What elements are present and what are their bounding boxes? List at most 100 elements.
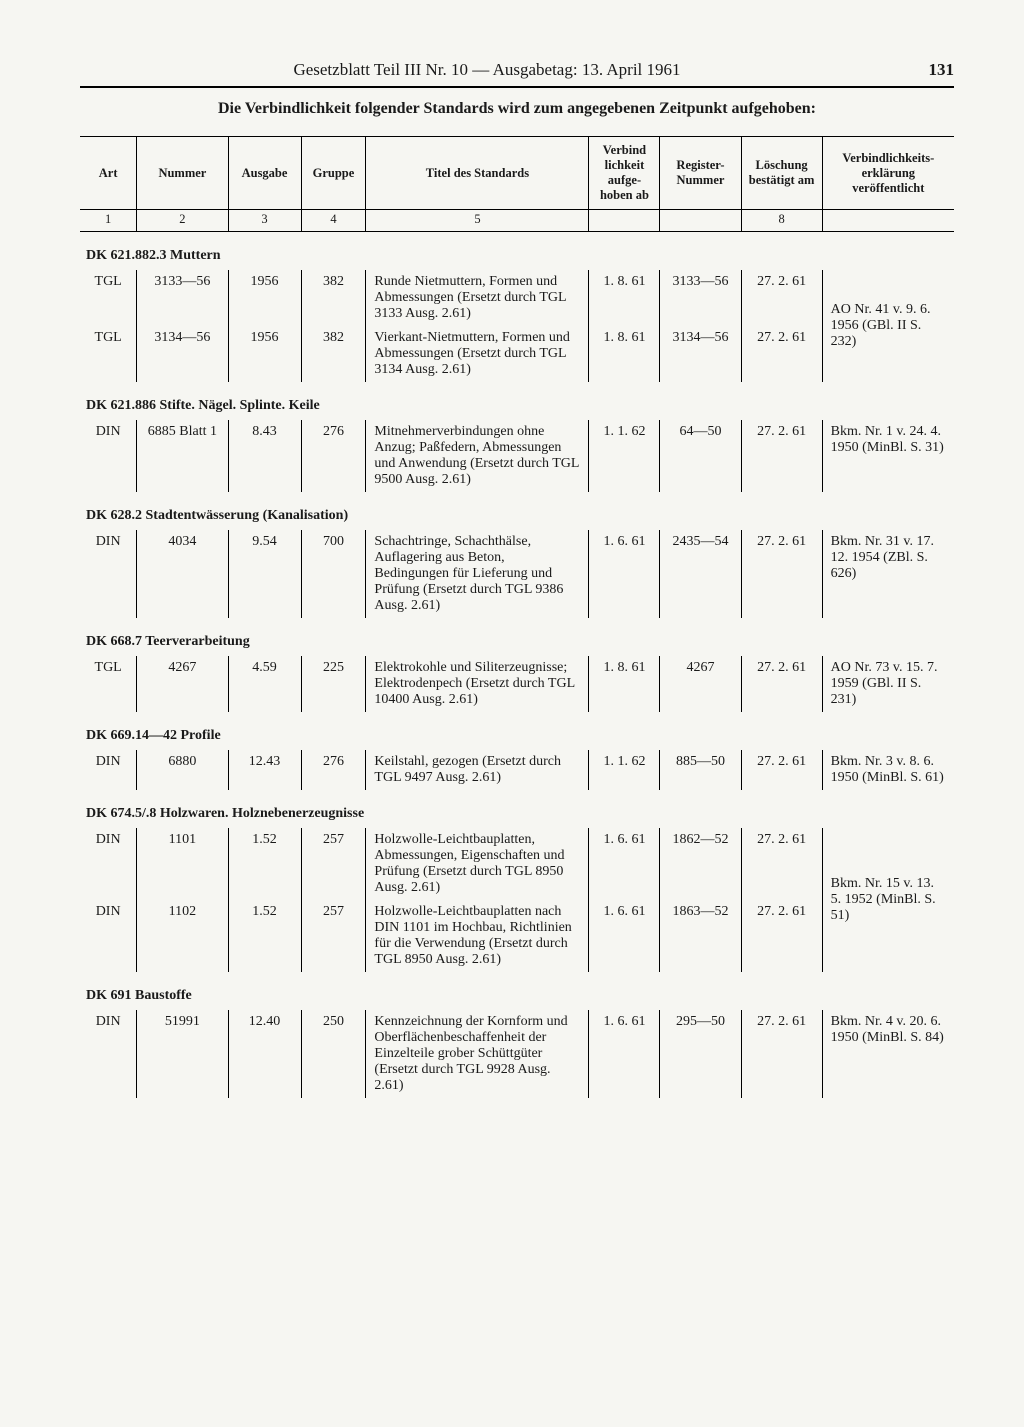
cell-ausg: 4.59 <box>228 656 301 712</box>
col-gruppe: Gruppe <box>301 137 366 210</box>
cell-art: DIN <box>80 420 137 492</box>
table-row: TGL42674.59225Elektrokohle und Siliterze… <box>80 656 954 712</box>
cell-ab: 1. 6. 61 <box>589 530 660 618</box>
section-heading-row: DK 668.7 Teerverarbeitung <box>80 618 954 656</box>
cell-art: TGL <box>80 326 137 382</box>
cell-ab: 1. 8. 61 <box>589 270 660 326</box>
cell-grp: 257 <box>301 900 366 972</box>
table-row: DIN5199112.40250Kennzeichnung der Kornfo… <box>80 1010 954 1098</box>
cell-reg: 2435—54 <box>660 530 741 618</box>
section-heading: DK 621.882.3 Muttern <box>80 232 954 271</box>
cell-ab: 1. 1. 62 <box>589 750 660 790</box>
table-row: DIN40349.54700Schachtringe, Schachthälse… <box>80 530 954 618</box>
cell-title: Vierkant-Nietmuttern, Formen und Abmessu… <box>366 326 589 382</box>
page: Gesetzblatt Teil III Nr. 10 — Ausgabetag… <box>0 0 1024 1427</box>
cell-title: Schachtringe, Schachthälse, Auflagering … <box>366 530 589 618</box>
table-row: TGL3133—561956382Runde Nietmuttern, Form… <box>80 270 954 326</box>
cell-del: 27. 2. 61 <box>741 420 822 492</box>
col-art: Art <box>80 137 137 210</box>
cell-grp: 382 <box>301 326 366 382</box>
colnum-1: 1 <box>80 210 137 232</box>
cell-num: 6880 <box>137 750 228 790</box>
cell-ausg: 1.52 <box>228 828 301 900</box>
cell-grp: 382 <box>301 270 366 326</box>
cell-title: Mitnehmerverbindungen ohne Anzug; Paßfed… <box>366 420 589 492</box>
section-heading: DK 621.886 Stifte. Nägel. Splinte. Keile <box>80 382 954 420</box>
cell-ausg: 8.43 <box>228 420 301 492</box>
cell-title: Keilstahl, gezogen (Ersetzt durch TGL 94… <box>366 750 589 790</box>
cell-del: 27. 2. 61 <box>741 656 822 712</box>
cell-ab: 1. 6. 61 <box>589 828 660 900</box>
colnum-4: 4 <box>301 210 366 232</box>
cell-art: DIN <box>80 900 137 972</box>
cell-reg: 1862—52 <box>660 828 741 900</box>
cell-reg: 295—50 <box>660 1010 741 1098</box>
cell-pub-shared: AO Nr. 41 v. 9. 6. 1956 (GBl. II S. 232) <box>822 270 954 382</box>
section-heading-row: DK 621.886 Stifte. Nägel. Splinte. Keile <box>80 382 954 420</box>
cell-num: 6885 Blatt 1 <box>137 420 228 492</box>
cell-art: DIN <box>80 750 137 790</box>
col-del: Löschung bestätigt am <box>741 137 822 210</box>
running-title: Gesetzblatt Teil III Nr. 10 — Ausgabetag… <box>80 60 894 80</box>
cell-reg: 3133—56 <box>660 270 741 326</box>
colnum-2: 2 <box>137 210 228 232</box>
cell-reg: 885—50 <box>660 750 741 790</box>
cell-reg: 4267 <box>660 656 741 712</box>
section-heading: DK 691 Baustoffe <box>80 972 954 1010</box>
cell-title: Elektrokohle und Siliterzeugnisse; Elekt… <box>366 656 589 712</box>
table-row: DIN11011.52257Holzwolle-Leichtbauplatten… <box>80 828 954 900</box>
cell-ab: 1. 1. 62 <box>589 420 660 492</box>
colnum-6 <box>589 210 660 232</box>
page-number: 131 <box>894 60 954 80</box>
cell-grp: 700 <box>301 530 366 618</box>
col-ausgabe: Ausgabe <box>228 137 301 210</box>
section-heading-row: DK 669.14—42 Profile <box>80 712 954 750</box>
cell-ausg: 12.40 <box>228 1010 301 1098</box>
table-body: DK 621.882.3 MutternTGL3133—561956382Run… <box>80 232 954 1099</box>
colnum-3: 3 <box>228 210 301 232</box>
cell-pub: AO Nr. 73 v. 15. 7. 1959 (GBl. II S. 231… <box>822 656 954 712</box>
colnum-5: 5 <box>366 210 589 232</box>
cell-ausg: 12.43 <box>228 750 301 790</box>
cell-num: 3134—56 <box>137 326 228 382</box>
cell-ab: 1. 8. 61 <box>589 326 660 382</box>
cell-num: 1101 <box>137 828 228 900</box>
colnum-7 <box>660 210 741 232</box>
cell-title: Kennzeichnung der Kornform und Oberfläch… <box>366 1010 589 1098</box>
header-numbers-row: 1 2 3 4 5 8 <box>80 210 954 232</box>
section-heading: DK 668.7 Teerverarbeitung <box>80 618 954 656</box>
cell-pub: Bkm. Nr. 4 v. 20. 6. 1950 (MinBl. S. 84) <box>822 1010 954 1098</box>
cell-art: DIN <box>80 530 137 618</box>
col-ab: Verbind lichkeit aufge- hoben ab <box>589 137 660 210</box>
section-heading-row: DK 691 Baustoffe <box>80 972 954 1010</box>
cell-art: DIN <box>80 828 137 900</box>
cell-pub: Bkm. Nr. 31 v. 17. 12. 1954 (ZBl. S. 626… <box>822 530 954 618</box>
col-pub: Verbindlichkeits- erklärung veröffentlic… <box>822 137 954 210</box>
running-head: Gesetzblatt Teil III Nr. 10 — Ausgabetag… <box>80 60 954 88</box>
cell-ab: 1. 8. 61 <box>589 656 660 712</box>
colnum-8: 8 <box>741 210 822 232</box>
cell-grp: 276 <box>301 420 366 492</box>
cell-ausg: 1956 <box>228 326 301 382</box>
cell-title: Runde Nietmuttern, Formen und Abmessunge… <box>366 270 589 326</box>
cell-art: TGL <box>80 270 137 326</box>
col-titel: Titel des Standards <box>366 137 589 210</box>
cell-ausg: 1.52 <box>228 900 301 972</box>
cell-del: 27. 2. 61 <box>741 530 822 618</box>
cell-num: 3133—56 <box>137 270 228 326</box>
cell-pub-shared: Bkm. Nr. 15 v. 13. 5. 1952 (MinBl. S. 51… <box>822 828 954 972</box>
cell-del: 27. 2. 61 <box>741 326 822 382</box>
table-row: DIN688012.43276Keilstahl, gezogen (Erset… <box>80 750 954 790</box>
section-heading: DK 669.14—42 Profile <box>80 712 954 750</box>
section-heading-row: DK 674.5/.8 Holzwaren. Holznebenerzeugni… <box>80 790 954 828</box>
section-heading: DK 628.2 Stadtentwässerung (Kanalisation… <box>80 492 954 530</box>
cell-del: 27. 2. 61 <box>741 828 822 900</box>
col-reg: Register- Nummer <box>660 137 741 210</box>
col-nummer: Nummer <box>137 137 228 210</box>
standards-table: Art Nummer Ausgabe Gruppe Titel des Stan… <box>80 136 954 1098</box>
cell-pub: Bkm. Nr. 3 v. 8. 6. 1950 (MinBl. S. 61) <box>822 750 954 790</box>
colnum-9 <box>822 210 954 232</box>
cell-del: 27. 2. 61 <box>741 900 822 972</box>
section-heading-row: DK 628.2 Stadtentwässerung (Kanalisation… <box>80 492 954 530</box>
cell-title: Holzwolle-Leichtbauplatten nach DIN 1101… <box>366 900 589 972</box>
